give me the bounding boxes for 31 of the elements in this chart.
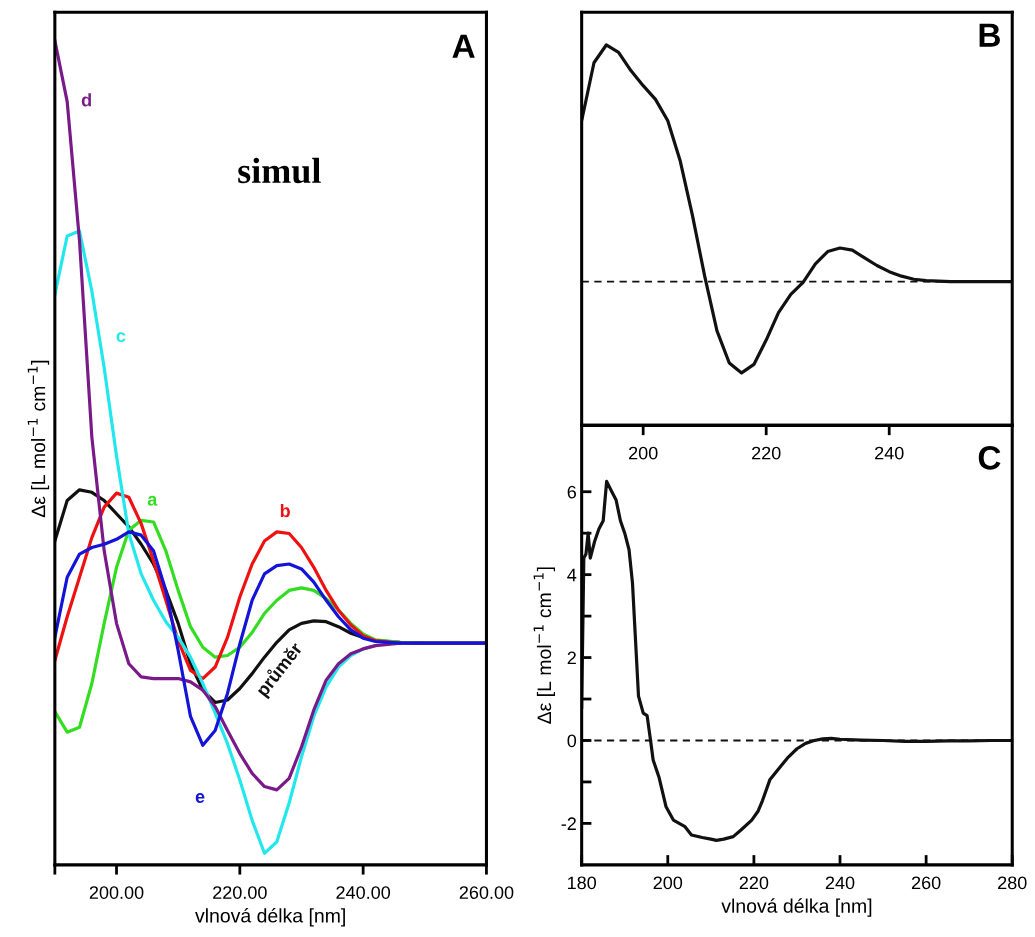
x-tick-label: 180 — [567, 876, 597, 890]
x-tick-label: 260.00 — [459, 886, 514, 899]
series-label: a — [147, 495, 158, 506]
y-axis-title: Δε [L mol$^{−1}$ cm$^{−1}$] — [533, 567, 556, 724]
series-label: c — [116, 332, 126, 343]
series-label: b — [280, 504, 290, 518]
annotation: A — [452, 34, 475, 58]
y-tick-label: 2 — [567, 651, 576, 665]
series-label: d — [81, 93, 91, 107]
x-tick-label: 240 — [875, 446, 904, 460]
x-tick-label: 240.00 — [336, 886, 391, 899]
x-tick-label: 220 — [752, 446, 781, 460]
x-axis-title: vlnová délka [nm] — [721, 898, 872, 917]
x-axis-title: vlnová délka [nm] — [195, 908, 345, 927]
y-tick-label: -2 — [561, 817, 576, 830]
annotation: B — [979, 23, 1000, 47]
annotation: simul — [238, 157, 321, 184]
x-tick-label: 200.00 — [89, 886, 144, 899]
x-tick-label: 220.00 — [213, 886, 267, 899]
x-tick-label: 200 — [653, 876, 683, 890]
x-tick-label: 280 — [998, 876, 1027, 890]
y-axis-title: Δε [L mol$^{−1}$ cm$^{−1}$] — [27, 360, 50, 518]
y-tick-label: 0 — [567, 734, 577, 748]
x-tick-label: 220 — [739, 876, 769, 890]
x-tick-label: 260 — [911, 876, 941, 890]
y-tick-label: 6 — [567, 485, 577, 499]
annotation: C — [978, 446, 1001, 470]
x-tick-label: 200 — [629, 446, 658, 460]
text: e — [195, 793, 205, 803]
y-tick-label: 4 — [567, 568, 577, 582]
x-tick-label: 240 — [825, 876, 855, 890]
